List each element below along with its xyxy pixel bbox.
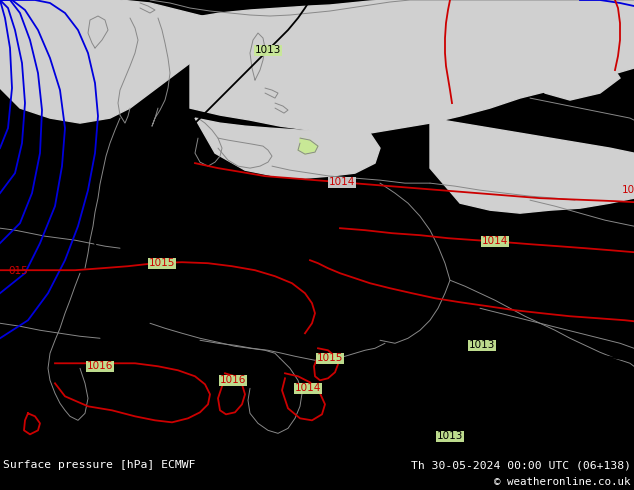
Polygon shape [530,60,620,100]
Text: 1015: 1015 [149,258,175,268]
Text: 10: 10 [622,185,634,195]
Polygon shape [298,138,318,154]
Text: © weatheronline.co.uk: © weatheronline.co.uk [495,477,631,487]
Text: 1014: 1014 [482,236,508,246]
Text: 1013: 1013 [469,340,495,350]
Text: 1013: 1013 [255,45,281,55]
Polygon shape [190,0,634,133]
Polygon shape [195,118,380,178]
Text: 1013: 1013 [437,431,463,441]
Text: 1014: 1014 [329,177,355,187]
Text: 1015: 1015 [317,353,343,363]
Polygon shape [430,118,634,213]
Text: 1016: 1016 [87,361,113,371]
Text: Surface pressure [hPa] ECMWF: Surface pressure [hPa] ECMWF [3,460,196,470]
Text: Th 30-05-2024 00:00 UTC (06+138): Th 30-05-2024 00:00 UTC (06+138) [411,460,631,470]
Text: 015: 015 [8,266,28,276]
Text: 1014: 1014 [295,383,321,393]
Text: 1016: 1016 [220,375,246,385]
Polygon shape [0,0,220,123]
